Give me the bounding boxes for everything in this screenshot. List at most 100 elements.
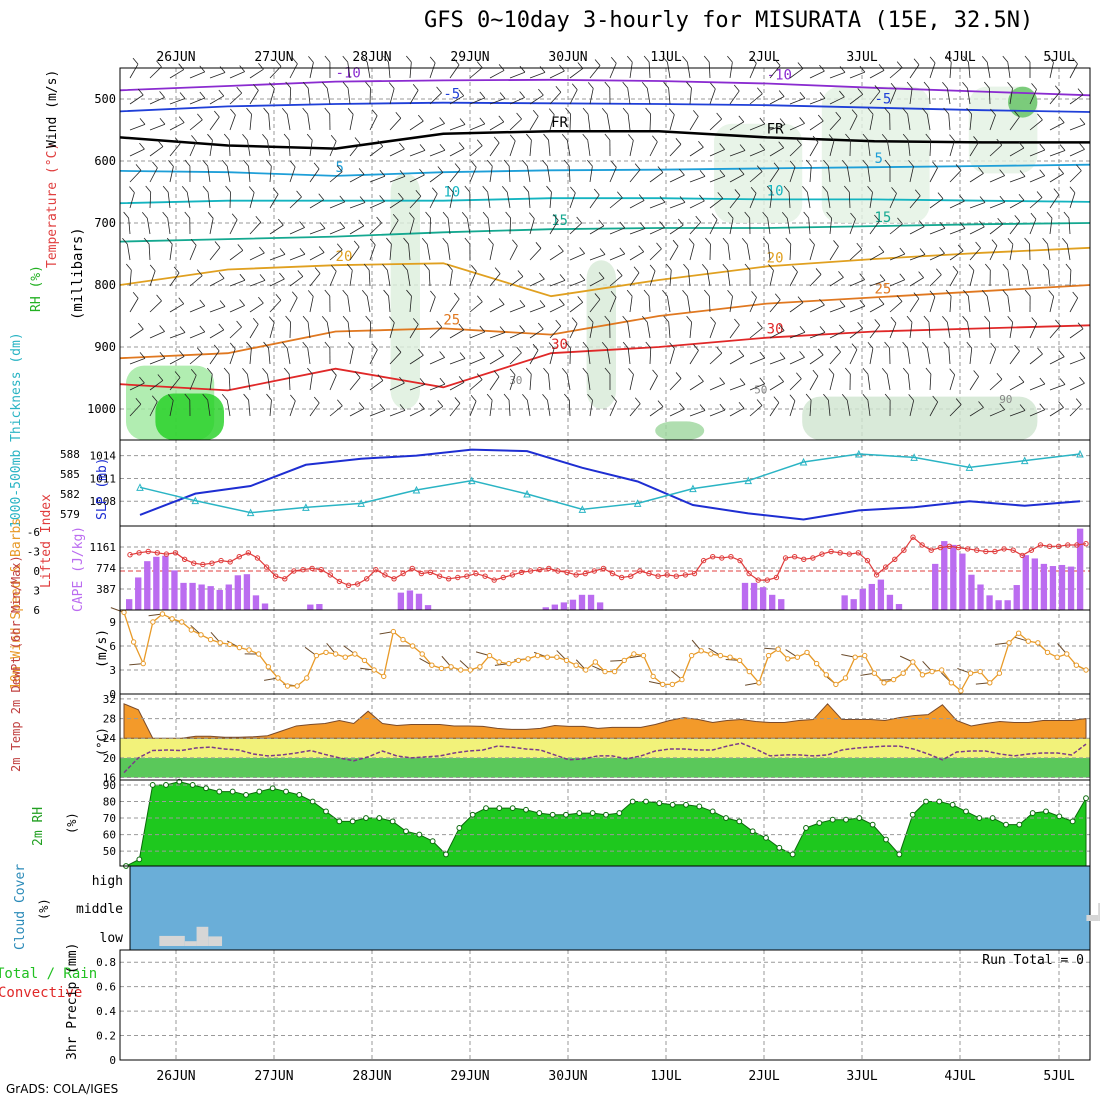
upper-wind-barb [928, 322, 931, 339]
cloud-unit-label: (%) [37, 898, 51, 920]
upper-wind-barb-flag [392, 214, 399, 221]
wind-speed-marker [900, 670, 906, 676]
upper-wind-barb-flag [799, 326, 806, 333]
upper-wind-barb-flag [932, 161, 938, 169]
upper-wind-barb [926, 348, 931, 365]
rh-marker [776, 844, 783, 851]
upper-wind-barb-flag [778, 324, 785, 331]
upper-wind-barb [587, 114, 591, 131]
rh-shading [655, 421, 705, 440]
upper-wind-barb [889, 193, 897, 209]
upper-wind-barb [549, 280, 566, 287]
upper-wind-barb [229, 250, 244, 261]
upper-wind-barb-flag [719, 169, 726, 177]
lifted-index-marker [254, 555, 261, 561]
upper-wind-barb [209, 72, 226, 79]
upper-wind-barb-flag [223, 367, 230, 375]
wind-speed-marker [179, 619, 185, 625]
upper-wind-barb [949, 62, 952, 79]
upper-wind-barb-flag [1059, 144, 1066, 151]
date-label-bottom: 4JUL [944, 1069, 975, 1084]
upper-wind-barb [1047, 270, 1051, 287]
upper-wind-barb-flag [571, 317, 578, 324]
upper-wind-barb-flag [135, 164, 142, 171]
upper-wind-barb-flag [126, 263, 132, 271]
thickness-marker [1076, 449, 1084, 458]
lifted-index-marker [473, 570, 479, 577]
upper-wind-barb [389, 88, 395, 105]
rh-marker [296, 791, 303, 798]
upper-wind-barb-flag [548, 342, 555, 349]
upper-wind-barb-flag [862, 133, 869, 141]
upper-wind-barb-flag [399, 142, 405, 150]
upper-wind-barb-flag [959, 222, 966, 229]
wind-speed-marker [400, 636, 406, 643]
upper-wind-barb [669, 144, 682, 157]
cape-bar [1067, 566, 1075, 610]
upper-wind-barb [829, 374, 835, 391]
rh-marker [869, 821, 876, 828]
upper-wind-barb-flag [319, 222, 326, 229]
upper-wind-barb [869, 220, 880, 235]
upper-wind-barb [529, 306, 546, 313]
upper-wind-barb [329, 375, 337, 391]
lifted-index-marker [181, 556, 188, 562]
dewpoint-line [123, 742, 1087, 774]
upper-wind-barb-flag [617, 191, 623, 199]
date-label-top: 29JUN [450, 50, 489, 65]
wind-speed-marker [679, 676, 685, 683]
upper-wind-barb [568, 166, 571, 183]
cape-bar [189, 582, 196, 610]
upper-wind-barb [909, 88, 913, 105]
upper-wind-barb-flag [476, 139, 483, 146]
upper-wind-barb-flag [248, 186, 255, 193]
upper-wind-barb [669, 224, 684, 235]
wind-speed-marker [544, 654, 550, 660]
upper-wind-barb-flag [1046, 211, 1053, 219]
upper-wind-barb-flag [519, 91, 525, 98]
lifted-index-marker [564, 569, 570, 575]
upper-wind-barb [528, 192, 531, 209]
upper-wind-barb [929, 252, 945, 261]
upper-wind-barb [449, 270, 453, 287]
upper-wind-barb [969, 142, 979, 157]
rh-marker [309, 798, 316, 805]
upper-wind-barb-flag [151, 395, 158, 402]
upper-wind-barb-flag [582, 133, 589, 141]
wind-speed-marker [477, 664, 483, 670]
lifted-index-marker [364, 576, 370, 582]
upper-wind-barb-flag [1048, 56, 1054, 63]
cape-bar [252, 595, 260, 610]
upper-wind-barb [169, 143, 181, 157]
upper-wind-barb-flag [759, 117, 766, 125]
grads-credit: GrADS: COLA/IGES [6, 1082, 119, 1096]
lifted-index-marker [719, 555, 725, 561]
rh-marker [856, 815, 863, 821]
wind-side-label: Wind (m/s) [45, 70, 60, 148]
cape-bar [243, 574, 251, 610]
upper-wind-barb-flag [1014, 110, 1020, 118]
upper-wind-barb-flag [196, 269, 203, 276]
rh-marker [376, 815, 383, 821]
upper-wind-barb [789, 144, 802, 157]
cloud-block [1086, 915, 1099, 921]
upper-wind-barb-flag [756, 399, 763, 406]
upper-wind-barb [949, 404, 962, 417]
upper-wind-barb-flag [447, 186, 454, 193]
upper-wind-barb-flag [379, 169, 386, 177]
upper-wind-barb-flag [336, 165, 343, 172]
upper-wind-barb [289, 196, 302, 209]
upper-wind-barb [789, 400, 796, 417]
upper-wind-barb-flag [501, 185, 508, 193]
upper-wind-barb-flag [913, 58, 920, 66]
upper-wind-barb [309, 140, 313, 157]
upper-wind-barb-flag [856, 242, 863, 250]
cape-bar [778, 599, 785, 610]
slp-axis-label: SLP (mb) [95, 457, 110, 520]
upper-wind-barb-flag [339, 195, 346, 203]
lifted-index-marker [1083, 541, 1089, 547]
upper-wind-barb-flag [555, 85, 562, 93]
upper-wind-barb-flag [799, 117, 805, 124]
upper-wind-barb-flag [766, 185, 773, 193]
upper-wind-barb [569, 89, 578, 105]
